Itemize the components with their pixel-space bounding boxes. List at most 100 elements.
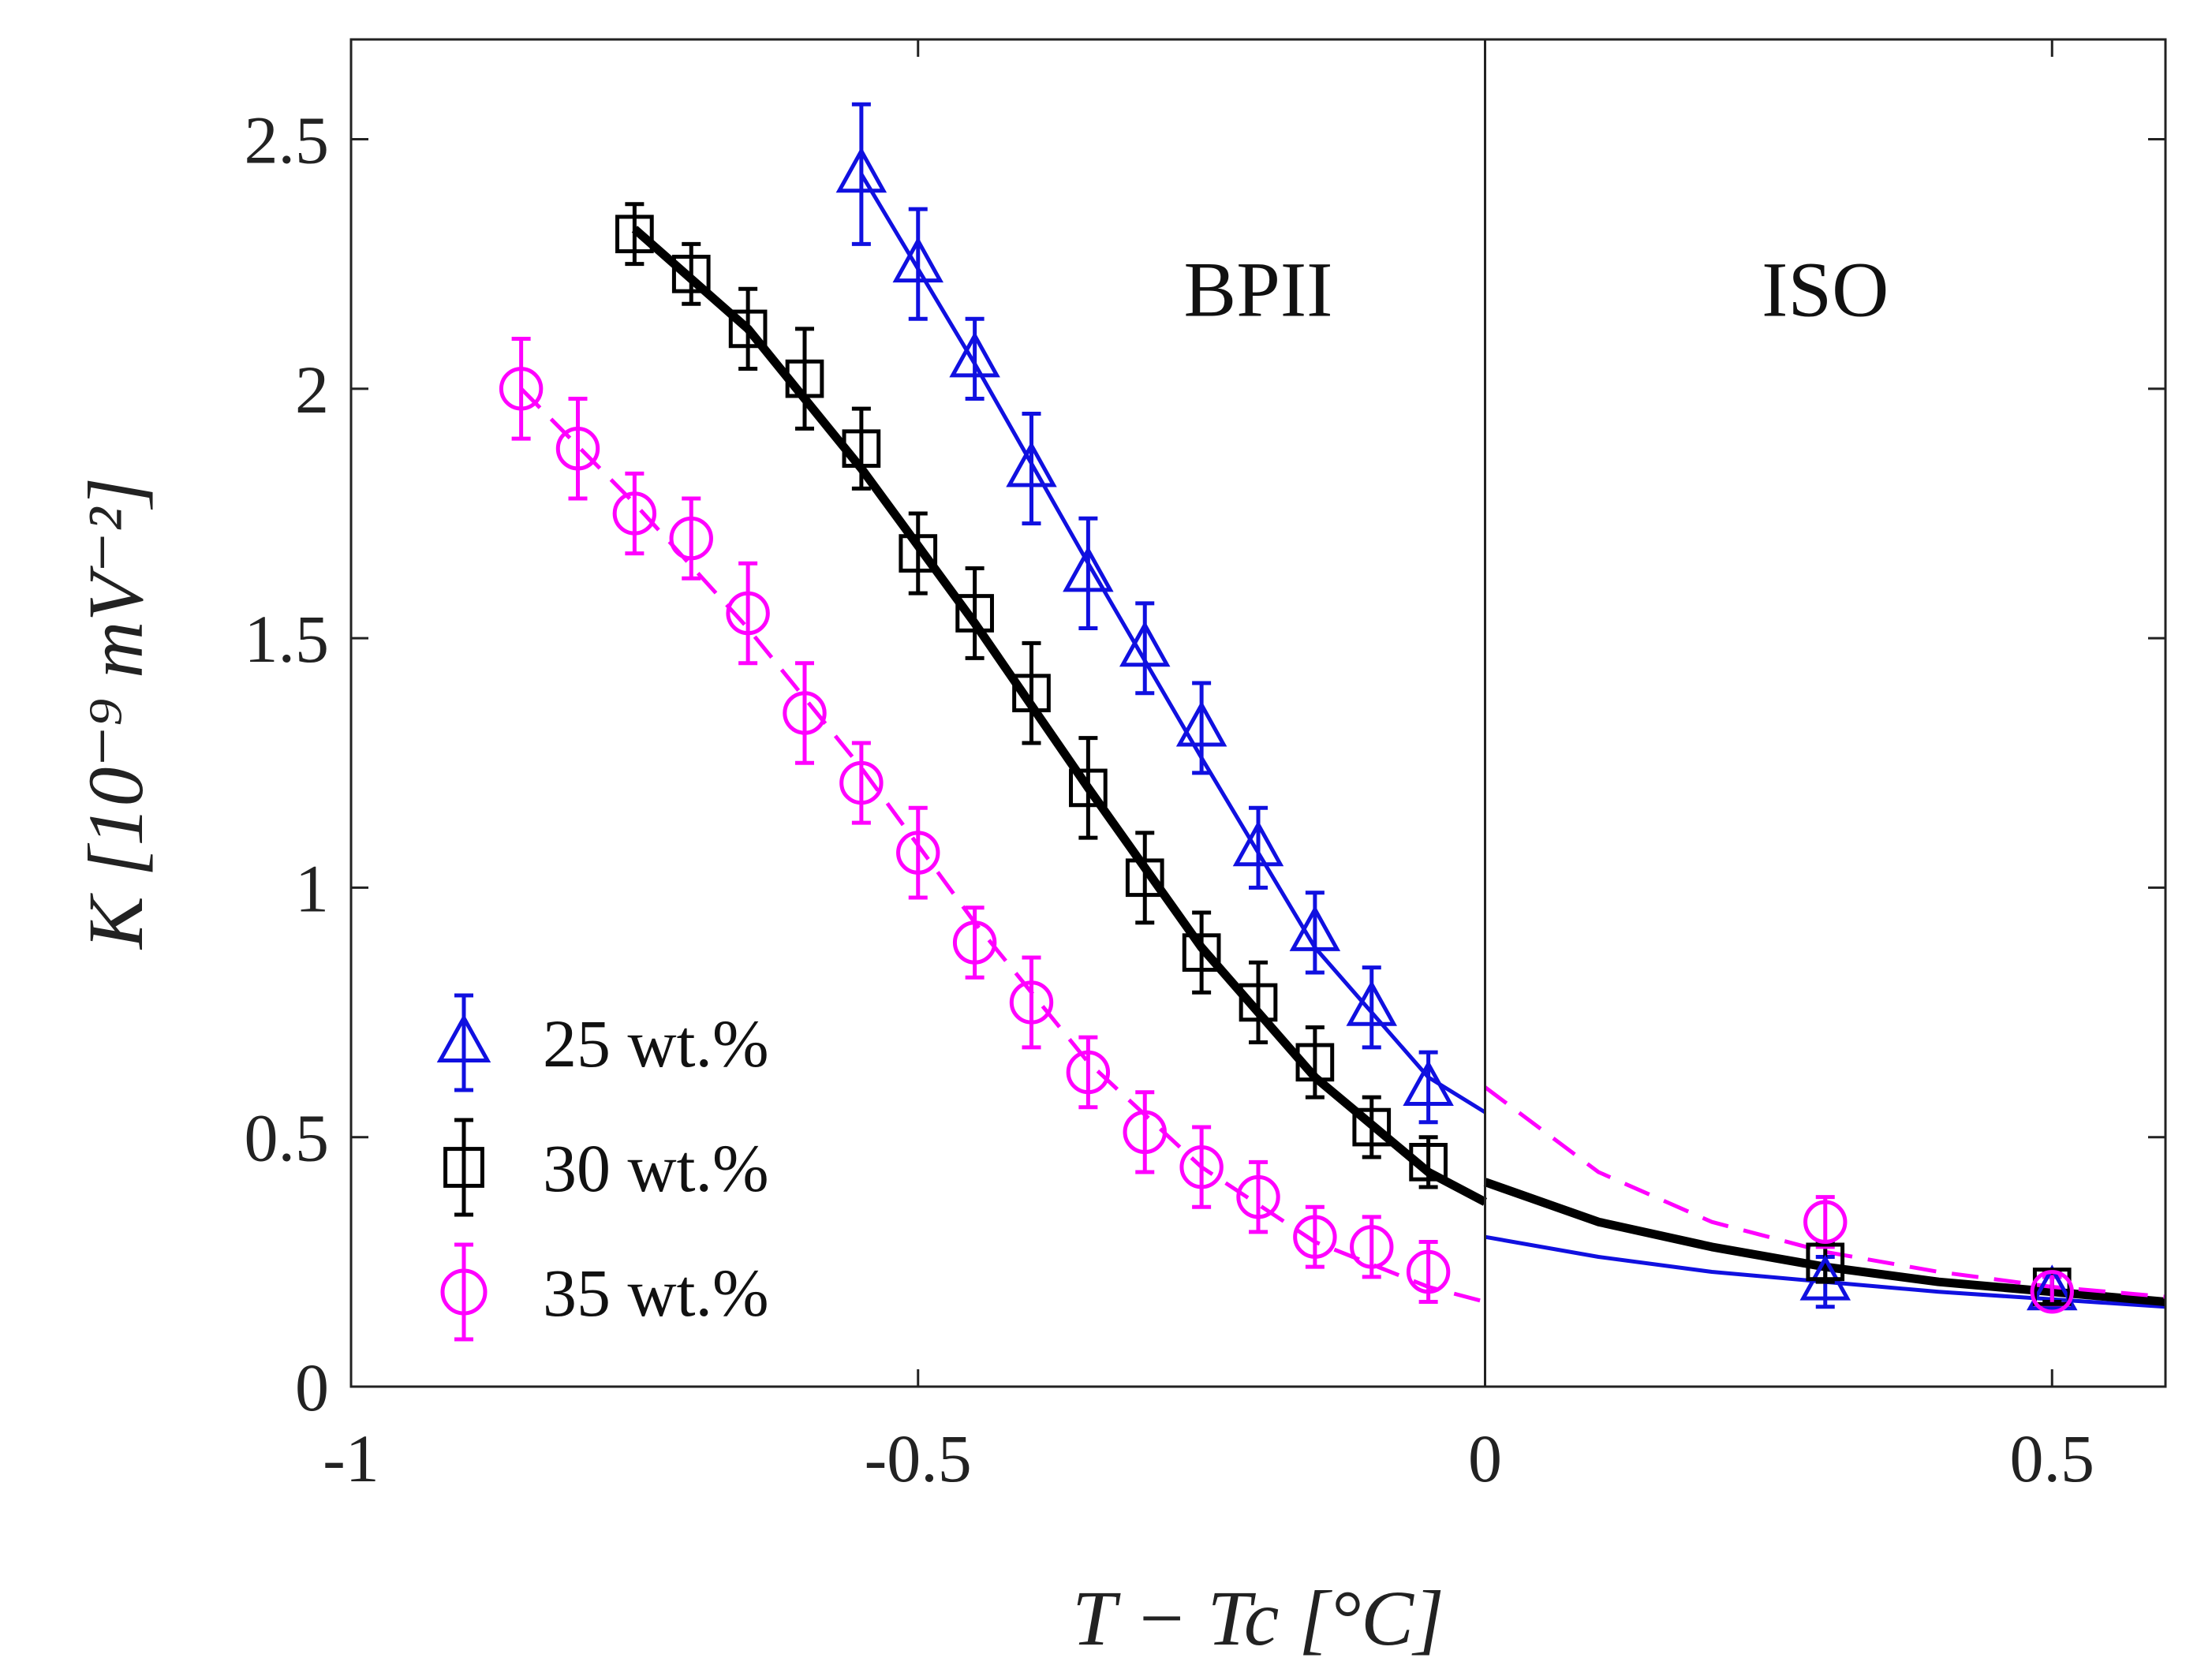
data-point-30-wt bbox=[1069, 768, 1108, 808]
data-point-30-wt bbox=[899, 534, 938, 573]
error-bar-30-wt bbox=[1362, 1095, 1381, 1159]
data-point-25-wt bbox=[1119, 621, 1171, 667]
data-point-25-wt bbox=[1289, 905, 1341, 951]
data-point-35-wt bbox=[783, 691, 827, 735]
data-point-25-wt bbox=[835, 147, 887, 193]
data-point-35-wt bbox=[1009, 980, 1054, 1025]
data-point-35-wt bbox=[669, 516, 713, 561]
y-tick-label: 1 bbox=[295, 850, 329, 926]
data-point-30-wt bbox=[1239, 983, 1278, 1022]
data-point-35-wt bbox=[1123, 1110, 1167, 1155]
data-markers bbox=[499, 147, 2078, 1314]
error-bar-30-wt bbox=[738, 286, 758, 372]
data-point-35-wt bbox=[1293, 1215, 1337, 1259]
legend-marker-30-wt bbox=[443, 1147, 484, 1188]
error-bar-35-wt bbox=[738, 561, 758, 666]
error-bar-35-wt bbox=[1815, 1195, 1835, 1249]
legend-marker-25-wt bbox=[436, 1014, 491, 1062]
error-bar-30-wt bbox=[1249, 960, 1268, 1045]
error-bar-30-wt bbox=[908, 511, 928, 596]
x-tick-label: 0.5 bbox=[2010, 1421, 2095, 1496]
x-tick-label: -1 bbox=[323, 1421, 379, 1496]
region-label-iso: ISO bbox=[1762, 245, 1889, 333]
error-bar-30-wt bbox=[795, 327, 814, 431]
data-point-35-wt bbox=[1066, 1050, 1111, 1095]
error-bar-30-wt bbox=[1022, 640, 1041, 745]
data-point-35-wt bbox=[555, 427, 600, 471]
data-point-25-wt bbox=[2027, 1264, 2078, 1311]
legend-label: 35 wt.% bbox=[543, 1255, 769, 1331]
data-point-30-wt bbox=[1409, 1142, 1448, 1182]
error-bars bbox=[511, 102, 2062, 1309]
data-point-30-wt bbox=[955, 594, 994, 633]
error-bar-35-wt bbox=[965, 905, 985, 980]
data-point-25-wt bbox=[1006, 441, 1057, 487]
error-bar-35-wt bbox=[1022, 955, 1041, 1050]
data-point-25-wt bbox=[1063, 546, 1114, 592]
error-bar-35-wt bbox=[511, 337, 531, 441]
axes: -1 -0.5 0 0.5 0 0.5 1 1.5 2 2.5 bbox=[245, 38, 2167, 1496]
data-point-25-wt bbox=[1403, 1059, 1454, 1106]
error-bar-30-wt bbox=[682, 241, 701, 306]
error-bar-35-wt bbox=[1192, 1125, 1212, 1209]
data-point-35-wt bbox=[1179, 1144, 1224, 1189]
error-bar-30-wt bbox=[1078, 736, 1098, 840]
data-point-35-wt bbox=[1803, 1200, 1848, 1244]
legend: 25 wt.% 30 wt.% 35 wt.% bbox=[436, 993, 769, 1342]
error-bar-35-wt bbox=[795, 661, 814, 765]
x-tick-label: -0.5 bbox=[865, 1421, 972, 1496]
data-point-30-wt bbox=[1352, 1107, 1392, 1147]
data-point-30-wt bbox=[1012, 674, 1051, 713]
data-point-30-wt bbox=[728, 309, 768, 349]
legend-label: 25 wt.% bbox=[543, 1006, 769, 1081]
data-point-30-wt bbox=[1806, 1242, 1845, 1282]
y-tick-label: 0.5 bbox=[245, 1100, 330, 1176]
data-point-30-wt bbox=[1125, 858, 1164, 898]
error-bar-35-wt bbox=[1078, 1035, 1098, 1110]
y-tick-label: 0 bbox=[295, 1350, 329, 1425]
error-bar-30-wt bbox=[1135, 831, 1155, 925]
y-tick-label: 2.5 bbox=[245, 103, 330, 178]
error-bar-30-wt bbox=[1192, 910, 1212, 995]
error-bar-35-wt bbox=[625, 471, 645, 556]
error-bar-35-wt bbox=[1249, 1159, 1268, 1234]
y-tick-label: 1.5 bbox=[245, 601, 330, 677]
legend-item-35-wt: 35 wt.% bbox=[440, 1242, 769, 1342]
legend-item-25-wt: 25 wt.% bbox=[436, 993, 769, 1092]
data-point-30-wt bbox=[2032, 1268, 2072, 1306]
data-point-30-wt bbox=[785, 359, 824, 398]
region-label-bpii: BPII bbox=[1184, 245, 1333, 333]
data-point-35-wt bbox=[2030, 1270, 2074, 1314]
data-point-25-wt bbox=[892, 237, 943, 283]
error-bar-25-wt bbox=[908, 207, 928, 321]
error-bar-30-wt bbox=[625, 202, 645, 267]
data-point-35-wt bbox=[952, 920, 997, 965]
error-bar-30-wt bbox=[851, 406, 871, 491]
error-bar-25-wt bbox=[851, 102, 871, 246]
error-bar-35-wt bbox=[908, 805, 928, 900]
data-point-35-wt bbox=[1406, 1249, 1451, 1294]
error-bar-25-wt bbox=[1135, 601, 1155, 696]
data-point-35-wt bbox=[726, 591, 770, 636]
x-tick-label: 0 bbox=[1468, 1421, 1502, 1496]
axis-ticks: -1 -0.5 0 0.5 0 0.5 1 1.5 2 2.5 bbox=[245, 39, 2165, 1496]
data-point-30-wt bbox=[1295, 1043, 1335, 1082]
data-point-35-wt bbox=[1236, 1174, 1280, 1219]
error-bar-35-wt bbox=[851, 741, 871, 825]
legend-label: 30 wt.% bbox=[543, 1130, 769, 1206]
data-point-35-wt bbox=[1350, 1225, 1394, 1269]
data-point-25-wt bbox=[1346, 980, 1397, 1026]
data-point-35-wt bbox=[896, 831, 940, 875]
error-bar-25-wt bbox=[1022, 411, 1041, 526]
data-point-25-wt bbox=[949, 331, 1000, 378]
data-point-30-wt bbox=[842, 429, 881, 469]
x-axis-title: T − Tc [°C] bbox=[1072, 1574, 1444, 1662]
data-point-35-wt bbox=[839, 760, 884, 805]
data-point-35-wt bbox=[499, 367, 544, 411]
y-tick-label: 2 bbox=[295, 352, 329, 428]
region-labels: BPII ISO bbox=[1184, 245, 1889, 333]
legend-item-30-wt: 30 wt.% bbox=[443, 1118, 769, 1217]
error-bar-35-wt bbox=[568, 396, 588, 501]
